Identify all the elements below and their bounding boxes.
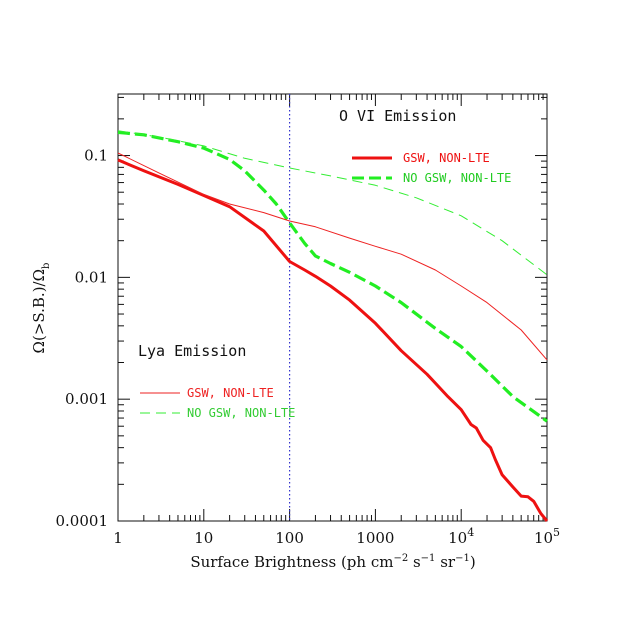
series-line-0: [117, 158, 549, 522]
legend-label-ovi-nogsw: NO GSW, NON-LTE: [403, 171, 511, 185]
x-tick-label: 105: [534, 526, 560, 547]
x-tick-label: 10: [194, 529, 213, 547]
x-tick-label: 1000: [356, 529, 394, 547]
y-tick-label: 0.001: [65, 390, 108, 408]
legend-label-ovi-gsw: GSW, NON-LTE: [403, 151, 490, 165]
plot-frame: [117, 93, 548, 522]
series-line-3: [117, 130, 548, 276]
ovi-group-title: O VI Emission: [339, 107, 456, 125]
y-tick-label: 0.1: [84, 147, 108, 165]
x-tick-label: 104: [448, 526, 474, 547]
legend-label-lya-nogsw: NO GSW, NON-LTE: [187, 406, 295, 420]
y-tick-labels: 0.1 0.01 0.001 0.0001: [56, 147, 109, 530]
series-line-2: [117, 152, 548, 361]
x-tick-labels: 1 10 100 1000 104 105: [113, 526, 560, 547]
y-tick-label: 0.01: [75, 268, 108, 286]
series-line-1: [117, 130, 548, 423]
lya-group-title: Lya Emission: [138, 342, 246, 360]
series-layer: [117, 130, 549, 522]
minor-ticks: [118, 94, 547, 521]
x-tick-label: 100: [275, 529, 304, 547]
x-tick-label: 1: [113, 529, 123, 547]
legend-label-lya-gsw: GSW, NON-LTE: [187, 386, 274, 400]
x-axis-label: Surface Brightness (ph cm−2 s−1 sr−1): [190, 553, 475, 571]
y-tick-label: 0.0001: [56, 512, 109, 530]
y-axis-label: Ω(>S.B.)/Ωb: [30, 263, 52, 354]
